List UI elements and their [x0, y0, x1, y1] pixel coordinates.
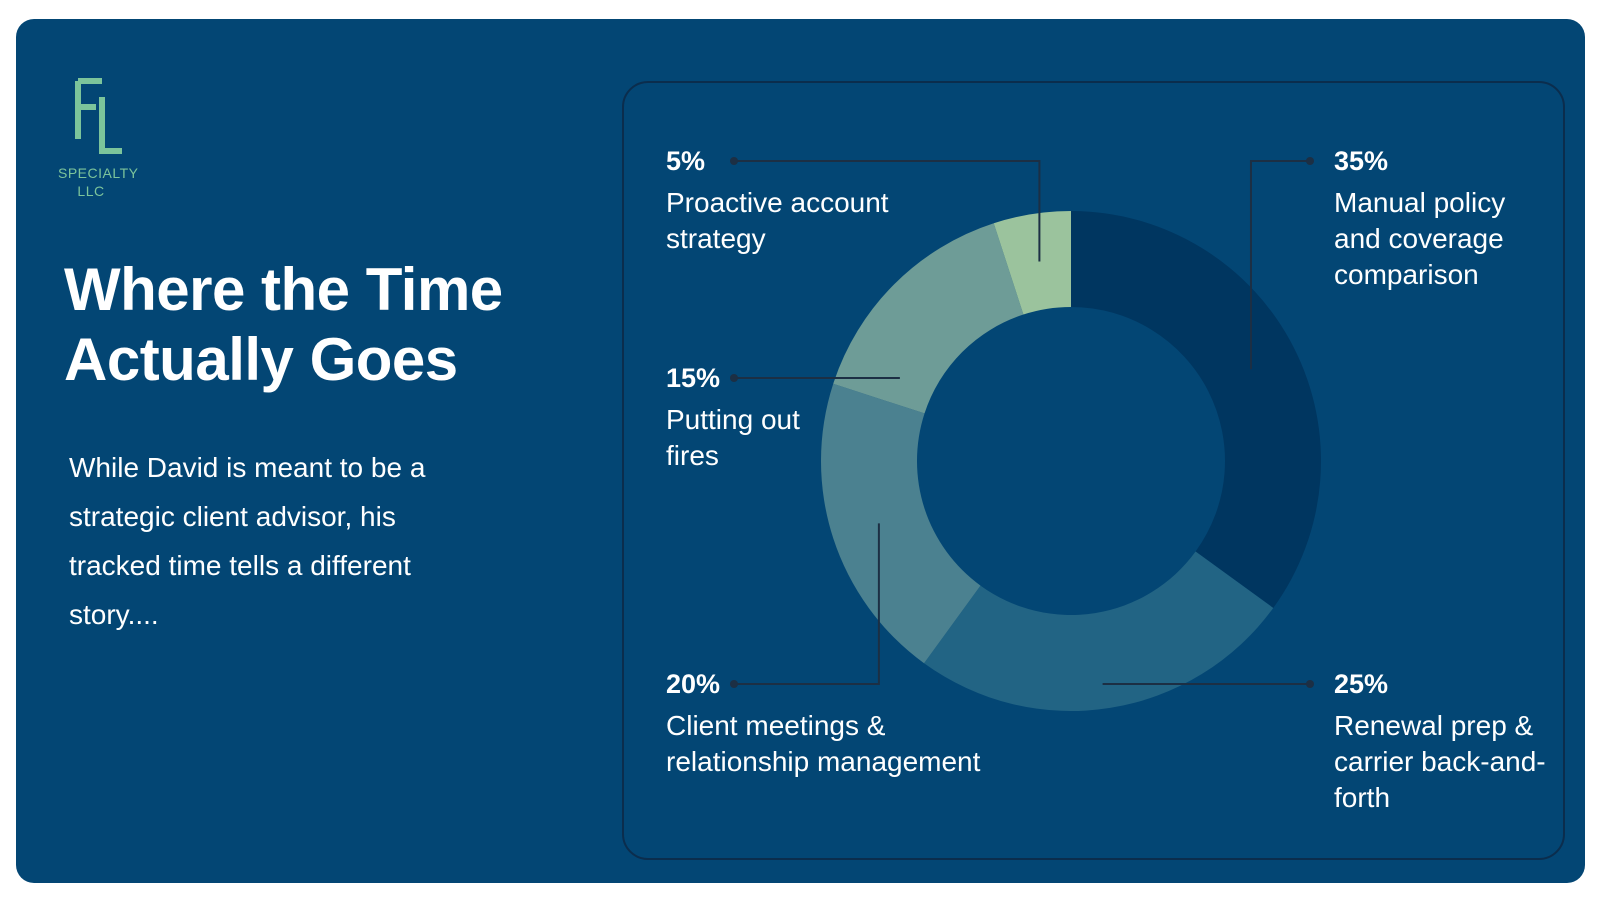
callout-percent: 20%: [666, 669, 721, 699]
fl-monogram-icon: [75, 78, 122, 154]
callout-proactive-strategy: 5% Proactive account strategy: [666, 145, 926, 257]
callout-label: Proactive account strategy: [666, 187, 889, 254]
slide-card: SPECIALTY LLC Where the Time Actually Go…: [16, 19, 1585, 883]
logo-f-stroke: [75, 78, 102, 139]
donut-chart: [730, 157, 1321, 712]
callout-renewal-prep: 25% Renewal prep & carrier back-and-fort…: [1334, 668, 1559, 816]
callout-label: Client meetings & relationship managemen…: [666, 710, 981, 777]
leader-line-2: [734, 523, 880, 685]
logo-glyphs: [75, 78, 122, 154]
donut-slice-3: [833, 223, 1024, 414]
callout-percent: 35%: [1334, 146, 1389, 176]
body-text: While David is meant to be a strategic c…: [69, 452, 426, 630]
leader-dot-0: [1306, 157, 1314, 165]
logo-text-specialty: SPECIALTY: [58, 165, 139, 181]
leader-line-0: [1249, 160, 1310, 370]
leader-dot-2: [730, 680, 738, 688]
company-logo: SPECIALTY LLC: [58, 77, 139, 207]
callout-client-meetings: 20% Client meetings & relationship manag…: [666, 668, 1026, 780]
callout-percent: 5%: [666, 146, 706, 176]
callout-label: Putting out fires: [666, 404, 800, 471]
donut-slice-2: [821, 383, 981, 664]
donut-slice-4: [993, 211, 1071, 315]
logo-text-llc: LLC: [77, 183, 105, 199]
donut-slice-1: [924, 551, 1274, 712]
logo-l-stroke: [99, 97, 122, 154]
leader-dot-3: [730, 374, 738, 382]
headline: Where the Time Actually Goes: [64, 256, 503, 393]
leader-dot-4: [730, 157, 738, 165]
callout-manual-policy: 35% Manual policy and coverage compariso…: [1334, 145, 1554, 293]
callout-putting-out-fires: 15% Putting out fires: [666, 362, 836, 474]
leader-line-4: [734, 160, 1041, 262]
callout-percent: 25%: [1334, 669, 1389, 699]
chart-panel: 35% Manual policy and coverage compariso…: [622, 81, 1565, 860]
leader-dot-1: [1306, 680, 1314, 688]
callout-percent: 15%: [666, 363, 721, 393]
donut-slice-0: [1071, 211, 1321, 608]
callout-label: Renewal prep & carrier back-and-forth: [1334, 710, 1546, 813]
callout-label: Manual policy and coverage comparison: [1334, 187, 1506, 290]
